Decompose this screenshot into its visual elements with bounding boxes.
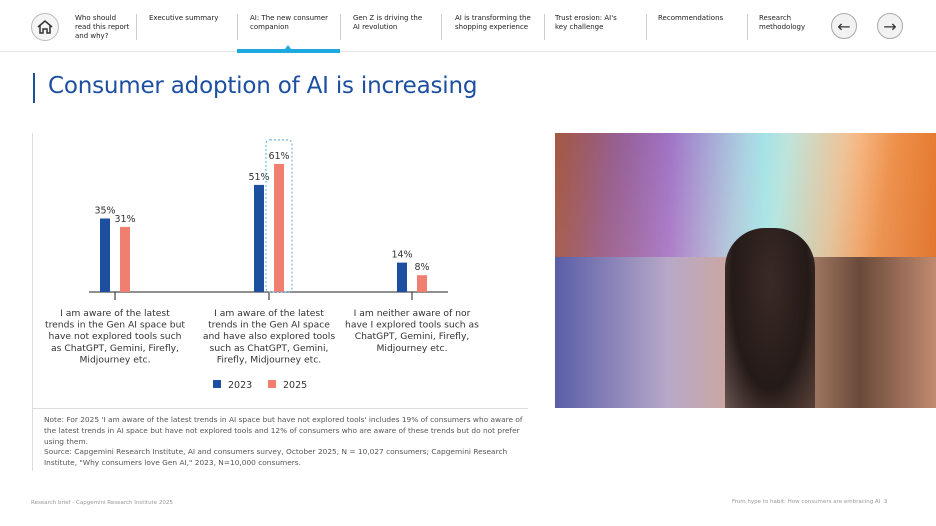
- legend-swatch-2025: [268, 380, 276, 388]
- nav-item-recommendations[interactable]: Recommendations: [658, 14, 724, 22]
- bar-2023: [100, 218, 110, 292]
- prev-page-button[interactable]: ←: [831, 13, 857, 39]
- source-text: Source: Capgemini Research Institute, AI…: [44, 447, 508, 468]
- note-text: Note: For 2025 'I am aware of the latest…: [44, 415, 523, 446]
- legend-swatch-2023: [213, 380, 221, 388]
- nav-divider: [646, 14, 647, 40]
- data-label-2025: 61%: [268, 151, 289, 162]
- chart-frame-divider: [32, 408, 528, 409]
- blurred-street-photo: [555, 133, 936, 408]
- page-title: Consumer adoption of AI is increasing: [48, 73, 478, 99]
- nav-item-trust-erosion[interactable]: Trust erosion: AI's key challenge: [555, 14, 617, 31]
- top-navigation: Who should read this report and why? Exe…: [0, 0, 936, 53]
- category-label: I am neither aware of nor have I explored…: [345, 308, 479, 354]
- footer-left: Research brief - Capgemini Research Inst…: [31, 500, 173, 506]
- bar-chart: I am aware of the latest trends in the Ge…: [45, 139, 479, 391]
- nav-item-ai-consumer-companion[interactable]: AI: The new consumer companion: [250, 14, 329, 31]
- data-label-2023: 35%: [94, 206, 115, 217]
- arrow-left-icon: ←: [837, 16, 851, 36]
- nav-divider: [441, 14, 442, 40]
- active-tab-indicator: [237, 49, 340, 53]
- nav-divider: [340, 14, 341, 40]
- footer-right: From hype to habit: How consumers are em…: [732, 499, 887, 505]
- data-label-2025: 31%: [114, 214, 135, 225]
- legend-label-2023: 2023: [228, 380, 252, 391]
- bar-2025: [417, 275, 427, 292]
- category-label: I am aware of the latest trends in the Ge…: [45, 308, 185, 365]
- data-label-2023: 14%: [391, 250, 412, 261]
- nav-item-shopping-experience[interactable]: AI is transforming the shopping experien…: [455, 14, 531, 31]
- bar-2023: [254, 184, 264, 292]
- page-number: 3: [883, 499, 888, 505]
- category-label: I am aware of the latest trends in the Ge…: [203, 308, 335, 365]
- nav-item-executive-summary[interactable]: Executive summary: [149, 14, 219, 22]
- nav-divider: [136, 14, 137, 40]
- footer-title: From hype to habit: How consumers are em…: [732, 499, 881, 505]
- bar-2025: [120, 226, 130, 292]
- nav-item-gen-z[interactable]: Gen Z is driving the AI revolution: [353, 14, 423, 31]
- bar-2023: [397, 262, 407, 292]
- home-icon: [37, 20, 53, 34]
- data-label-2023: 51%: [248, 172, 269, 183]
- arrow-right-icon: →: [883, 16, 897, 36]
- nav-divider: [747, 14, 748, 40]
- note-frame-left: [32, 409, 33, 471]
- chart-frame-left: [32, 133, 33, 408]
- bar-2025: [274, 163, 284, 292]
- home-button[interactable]: [31, 13, 59, 41]
- nav-divider: [544, 14, 545, 40]
- nav-item-who-should-read[interactable]: Who should read this report and why?: [75, 14, 130, 40]
- data-label-2025: 8%: [414, 262, 429, 273]
- active-tab-pointer: [285, 45, 291, 49]
- nav-divider: [237, 14, 238, 40]
- photo-person: [725, 228, 815, 408]
- next-page-button[interactable]: →: [877, 13, 903, 39]
- chart-notes: Note: For 2025 'I am aware of the latest…: [44, 415, 534, 469]
- nav-item-research-methodology[interactable]: Research methodology: [759, 14, 806, 31]
- highlight-box: [265, 139, 293, 293]
- legend-label-2025: 2025: [283, 380, 307, 391]
- title-accent-bar: [33, 73, 35, 103]
